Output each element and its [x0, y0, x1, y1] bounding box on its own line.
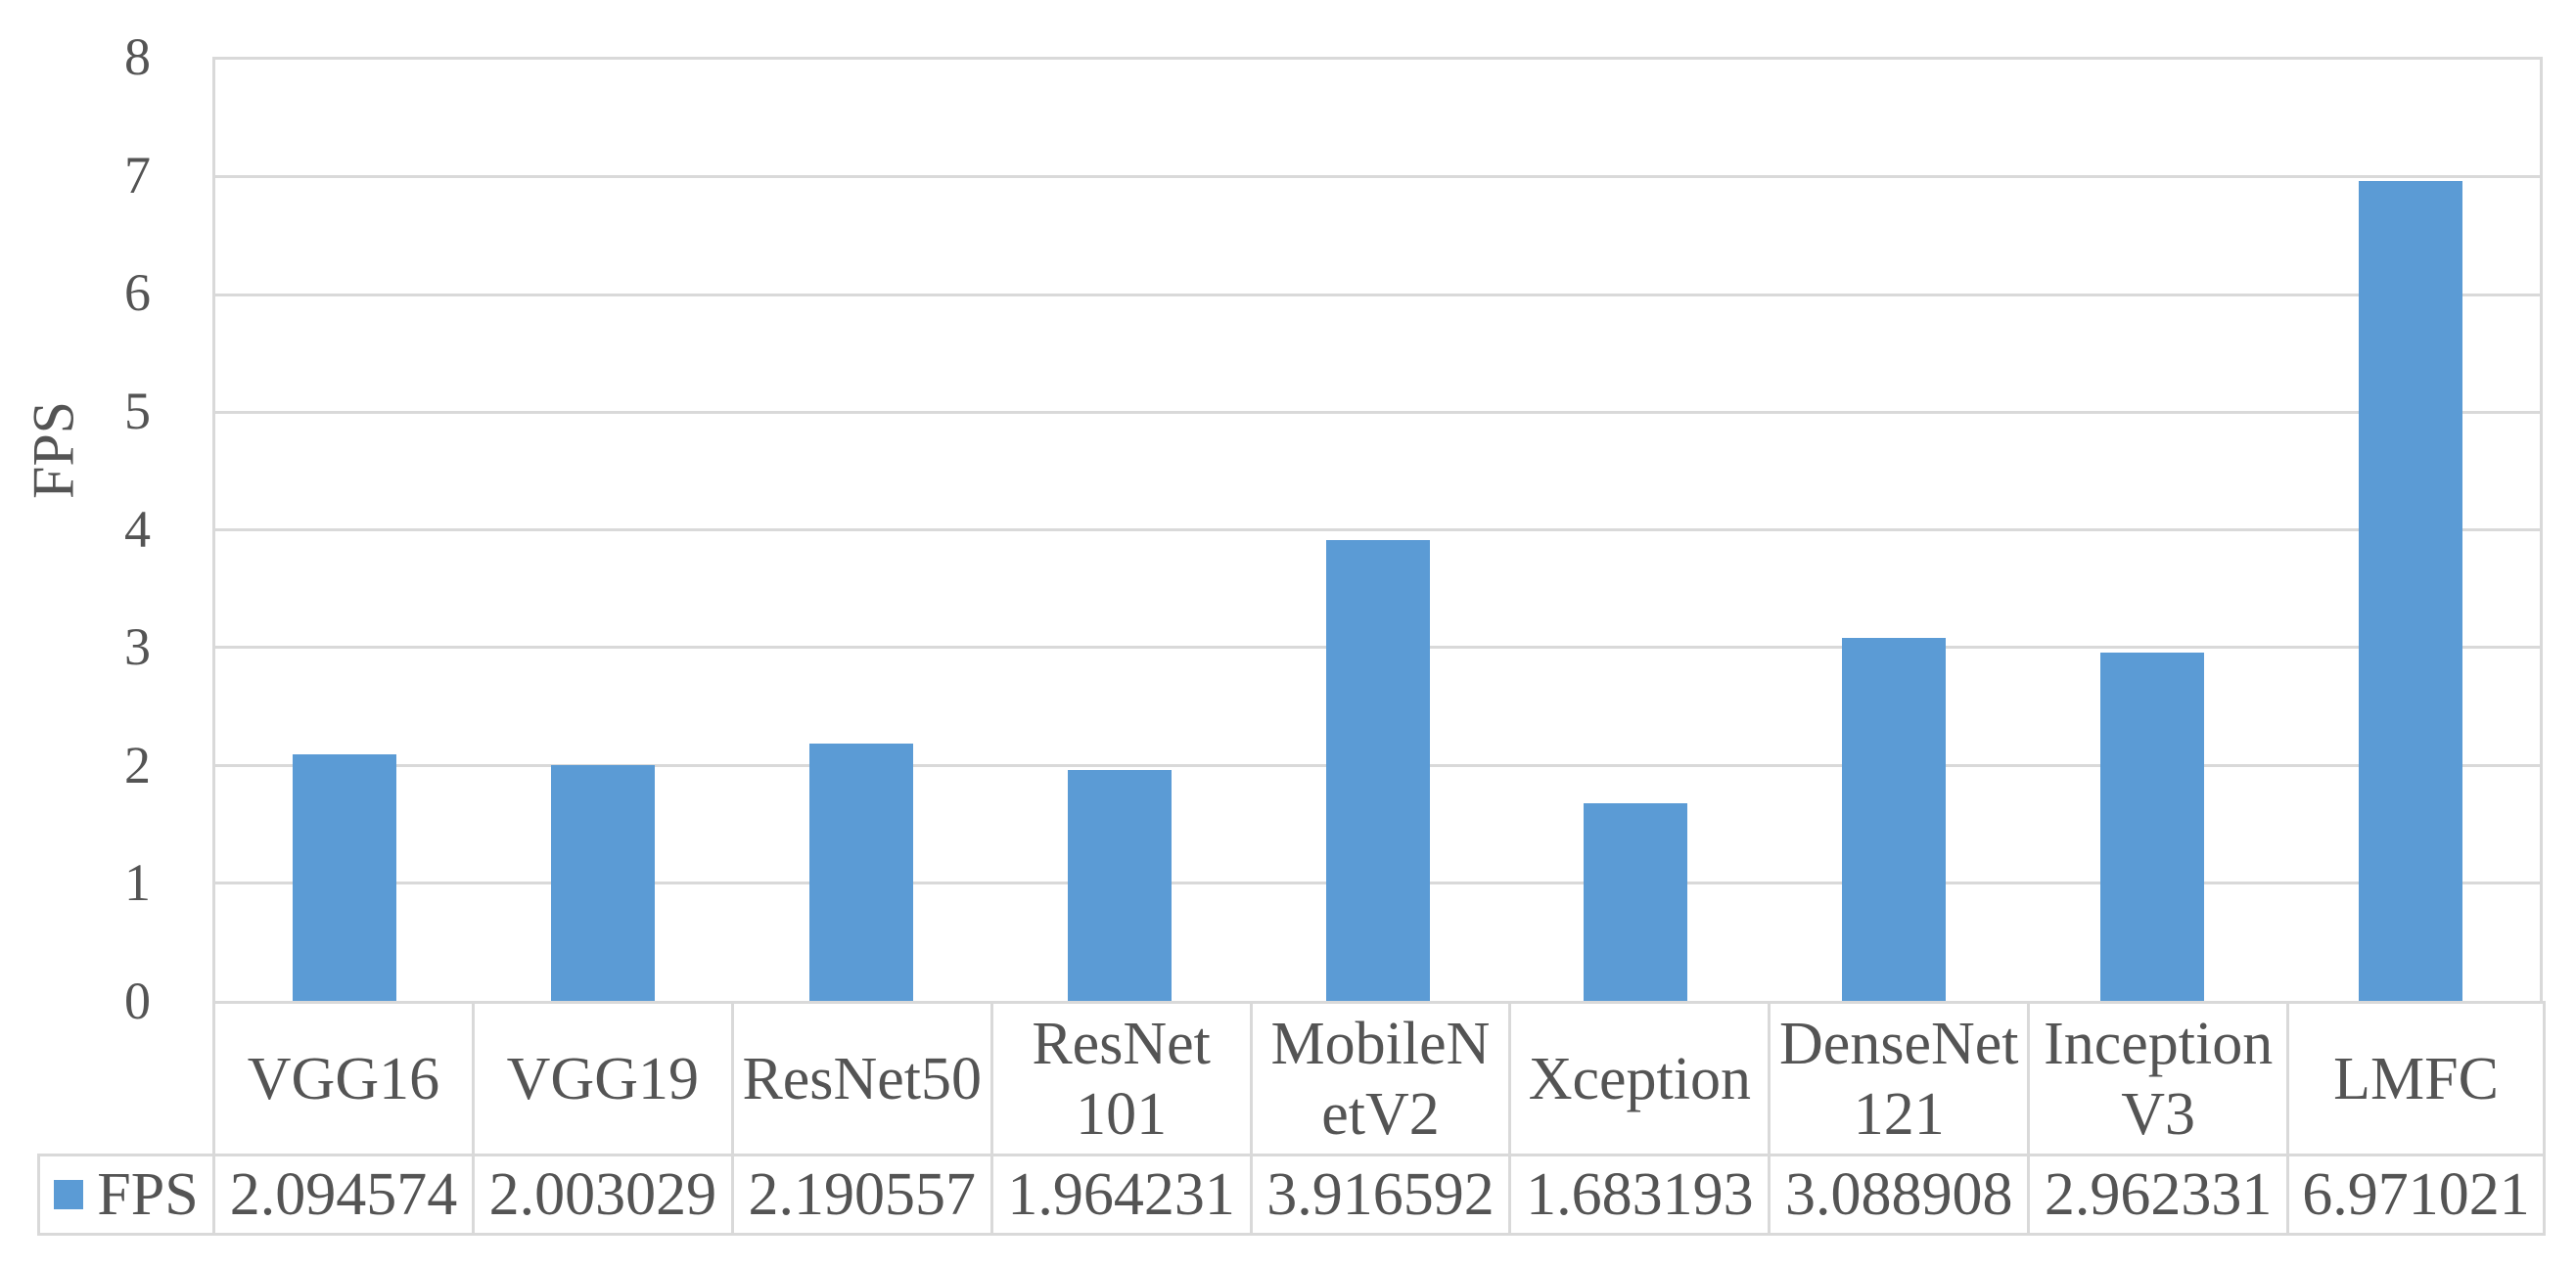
value-cell: 6.971021: [2286, 1154, 2546, 1236]
y-tick-label: 0: [124, 972, 151, 1030]
bar-resnet101: [1067, 769, 1172, 1001]
category-header: MobileN etV2: [1249, 1001, 1509, 1154]
plot-area: [212, 57, 2543, 1001]
data-table: VGG16 VGG19 ResNet50 ResNet 101 MobileN …: [37, 1001, 2546, 1236]
legend-cell: FPS: [37, 1154, 212, 1236]
bars-group: [215, 60, 2540, 1001]
y-axis: 8 7 6 5 4 3 2 1 0: [0, 30, 159, 1027]
category-header: Xception: [1508, 1001, 1769, 1154]
value-cell: 2.190557: [730, 1154, 990, 1236]
table-corner-spacer: [37, 1001, 212, 1154]
category-header: VGG16: [212, 1001, 472, 1154]
bar-inceptionv3: [2100, 652, 2205, 1001]
category-header: VGG19: [471, 1001, 731, 1154]
y-tick-label: 1: [124, 853, 151, 913]
category-header: ResNet50: [730, 1001, 990, 1154]
legend-swatch-icon: [54, 1180, 84, 1209]
bar-mobilenetv2: [1325, 540, 1430, 1001]
legend-label: FPS: [97, 1161, 199, 1228]
y-tick-label: 5: [124, 381, 151, 440]
bar-lmfc: [2359, 180, 2463, 1001]
value-cell: 3.088908: [1768, 1154, 2028, 1236]
value-cell: 1.964231: [989, 1154, 1250, 1236]
category-header: DenseNet 121: [1768, 1001, 2028, 1154]
y-tick-label: 2: [124, 735, 151, 794]
bar-resnet50: [808, 743, 913, 1001]
bar-xception: [1584, 802, 1688, 1001]
category-header: ResNet 101: [989, 1001, 1250, 1154]
y-tick-label: 7: [124, 145, 151, 204]
gridline: [215, 293, 2540, 296]
value-cell: 1.683193: [1508, 1154, 1769, 1236]
y-tick-label: 3: [124, 617, 151, 677]
value-cell: 3.916592: [1249, 1154, 1509, 1236]
bar-vgg19: [550, 765, 655, 1001]
y-tick-label: 8: [124, 27, 151, 86]
bar-densenet121: [1842, 637, 1947, 1001]
gridline: [215, 410, 2540, 414]
y-tick-label: 4: [124, 499, 151, 559]
gridline: [215, 175, 2540, 179]
y-tick-label: 6: [124, 263, 151, 323]
category-header: LMFC: [2286, 1001, 2546, 1154]
value-cell: 2.094574: [212, 1154, 472, 1236]
bar-vgg16: [292, 754, 396, 1001]
category-header: Inception V3: [2027, 1001, 2287, 1154]
value-cell: 2.003029: [471, 1154, 731, 1236]
gridline: [215, 528, 2540, 531]
value-cell: 2.962331: [2027, 1154, 2287, 1236]
